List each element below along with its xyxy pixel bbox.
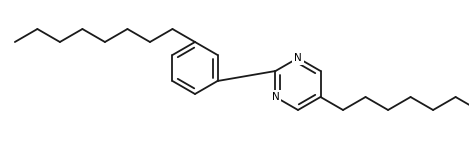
Text: N: N xyxy=(294,53,302,63)
Text: N: N xyxy=(272,92,280,102)
